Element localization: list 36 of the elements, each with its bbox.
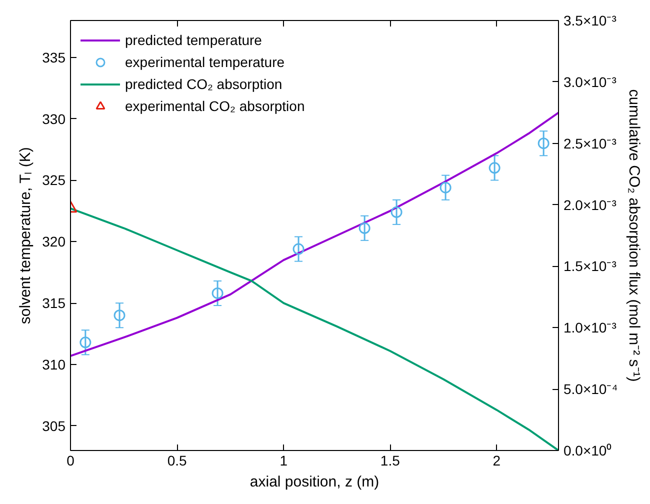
x-tick-label: 0 bbox=[66, 452, 75, 468]
legend-label: predicted temperature bbox=[125, 32, 262, 48]
point bbox=[358, 222, 370, 234]
y2-tick-label: 0.0×10⁰ bbox=[564, 442, 612, 458]
y2-tick-label: 3.5×10⁻³ bbox=[564, 12, 617, 28]
y-axis-title: solvent temperature, Tₗ (K) bbox=[17, 147, 34, 324]
y2-tick-label: 1.5×10⁻³ bbox=[564, 258, 617, 274]
y-tick-label: 325 bbox=[42, 172, 66, 188]
point bbox=[80, 336, 92, 348]
y2-tick-label: 3.0×10⁻³ bbox=[564, 74, 617, 90]
y2-tick-label: 2.0×10⁻³ bbox=[564, 196, 617, 213]
x-tick-label: 2 bbox=[492, 452, 501, 468]
x-tick-label: 1.5 bbox=[380, 452, 400, 468]
y-tick-label: 320 bbox=[42, 234, 66, 250]
y2-tick-label: 2.5×10⁻³ bbox=[564, 135, 617, 152]
x-axis-title: axial position, z (m) bbox=[250, 474, 380, 490]
legend-label: experimental temperature bbox=[125, 54, 285, 70]
point bbox=[538, 138, 550, 150]
y-tick-label: 335 bbox=[42, 49, 66, 66]
point bbox=[390, 206, 402, 218]
point bbox=[212, 288, 224, 299]
y-tick-label: 310 bbox=[42, 356, 66, 372]
y-tick-label: 305 bbox=[42, 418, 66, 434]
x-tick-label: 1 bbox=[280, 452, 288, 468]
point bbox=[114, 310, 126, 322]
y2-tick-label: 5.0×10⁻⁴ bbox=[564, 381, 618, 398]
y-tick-label: 315 bbox=[42, 295, 66, 312]
x-tick-label: 0.5 bbox=[167, 452, 187, 468]
y2-tick-label: 1.0×10⁻³ bbox=[564, 320, 617, 336]
point bbox=[440, 182, 452, 194]
legend-label: predicted CO₂ absorption bbox=[125, 76, 282, 92]
y2-axis-title: cumulative CO₂ absorption flux (mol m⁻² s⁻¹) bbox=[626, 89, 643, 382]
y-tick-label: 330 bbox=[42, 110, 66, 127]
point bbox=[292, 243, 304, 255]
legend-label: experimental CO₂ absorption bbox=[125, 98, 305, 114]
point bbox=[488, 162, 500, 174]
